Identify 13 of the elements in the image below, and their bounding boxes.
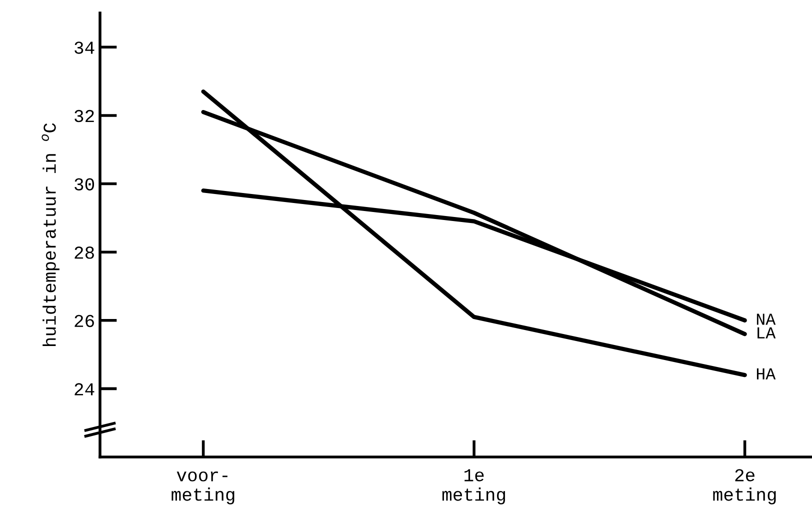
series-label: NA	[756, 314, 776, 325]
y-tick-label: 34	[74, 42, 94, 54]
y-tick-label: 28	[74, 246, 94, 259]
x-tick-label: 1e meting	[442, 469, 506, 504]
y-tick-label: 24	[74, 383, 94, 396]
y-tick-label: 30	[74, 178, 94, 190]
x-tick-label: voor- meting	[172, 471, 234, 504]
series-label: HA	[756, 368, 776, 380]
y-tick-label: 26	[74, 314, 94, 328]
y-tick-label: 32	[74, 110, 94, 122]
x-tick-label: 2e meting	[713, 469, 776, 504]
y-axis-title: huidtemperatuur in $^{o}$C	[42, 123, 60, 346]
series-label: LA	[758, 327, 776, 338]
